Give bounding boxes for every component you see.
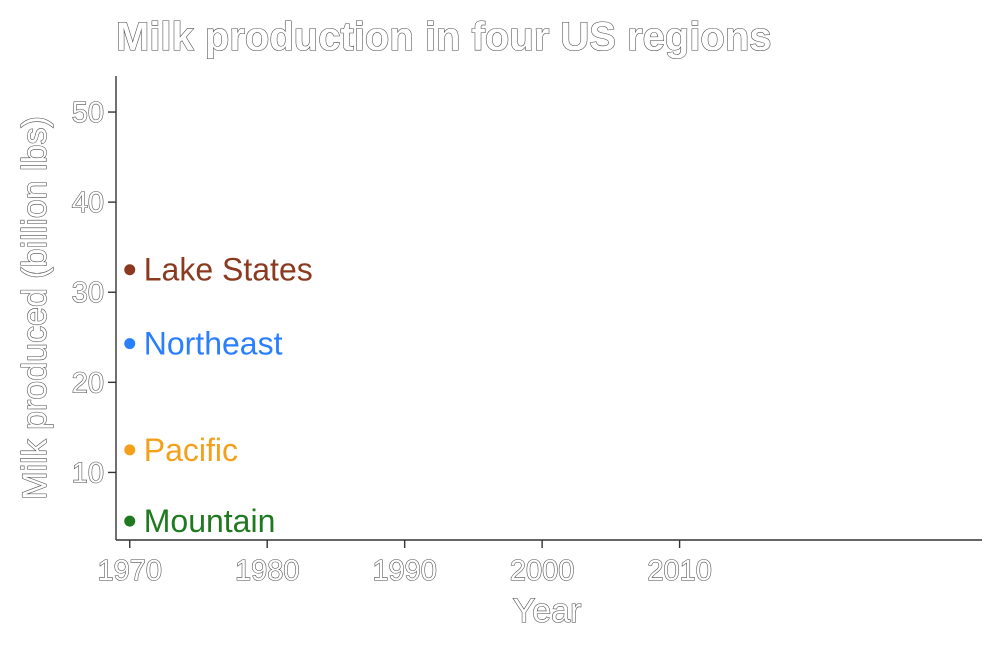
data-point: [124, 338, 136, 350]
x-tick-label: 1980: [235, 555, 300, 587]
series-label: Lake States: [144, 252, 313, 288]
data-point: [124, 264, 136, 276]
x-tick-label: 2010: [647, 555, 712, 587]
x-axis-title: Year: [513, 592, 582, 630]
y-tick-label: 10: [72, 457, 104, 489]
y-axis-ticks: 10 20 30 40 50: [71, 96, 116, 490]
y-tick-label: 50: [72, 97, 104, 129]
y-tick-label: 40: [72, 187, 104, 219]
x-tick-label: 1990: [372, 555, 437, 587]
series-label: Mountain: [144, 503, 276, 539]
data-points: Lake States Northeast Pacific Mountain: [124, 252, 313, 539]
x-tick-label: 2000: [510, 555, 575, 587]
chart-title: Milk production in four US regions: [116, 15, 772, 59]
data-point: [124, 444, 136, 456]
y-tick-label: 30: [72, 277, 104, 309]
x-axis-ticks: 1970 1980 1990 2000 2010: [97, 540, 712, 588]
y-tick-label: 20: [72, 367, 104, 399]
x-tick-label: 1970: [97, 555, 162, 587]
series-label: Northeast: [144, 326, 283, 362]
y-axis-title: Milk produced (billion lbs): [16, 116, 54, 500]
data-point: [124, 515, 136, 527]
series-label: Pacific: [144, 432, 238, 468]
